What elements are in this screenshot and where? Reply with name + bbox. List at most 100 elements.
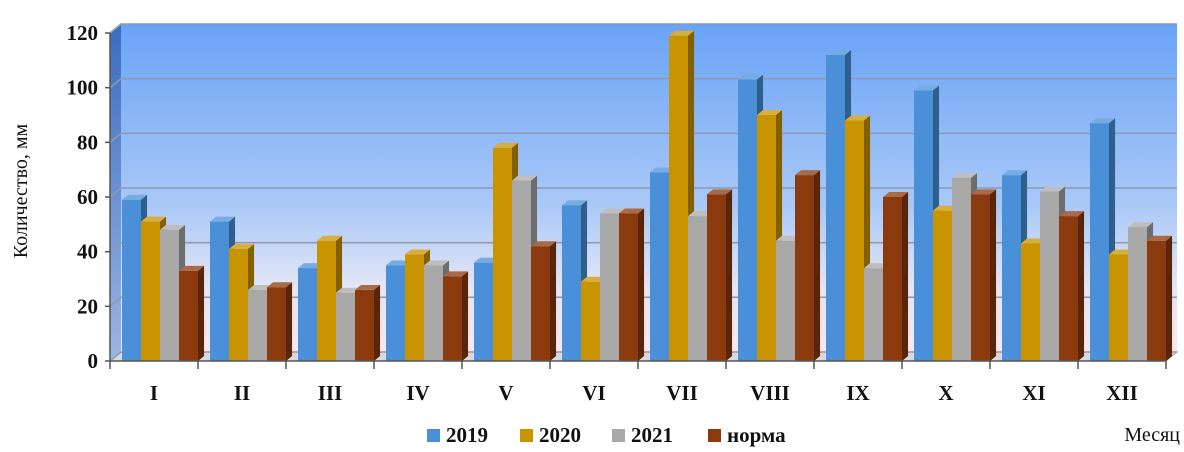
axes [105,32,1167,369]
bar-top [795,170,821,176]
legend-swatch [427,429,440,442]
bar-top [1128,222,1154,228]
gridlines [109,23,1177,362]
bar-front [317,240,336,361]
bar-front [443,276,462,361]
legend-label: 2021 [631,423,673,447]
bar-top [864,263,890,269]
bar [883,192,909,361]
bar-front [738,79,757,361]
bar-front [562,205,581,361]
bar-top [229,243,255,249]
bar-front [355,289,374,361]
bar [971,189,997,361]
y-tick-label: 120 [67,21,99,45]
gridline [109,23,1177,34]
bar-top [914,85,940,91]
bar-top [600,208,626,214]
bar-front [267,287,286,361]
bar-front [971,194,990,361]
legend-item: 2021 [612,423,673,447]
bar-front [688,216,707,361]
bar-side [1078,211,1085,361]
bar [355,284,381,361]
bar-front [707,194,726,361]
bar-front [845,120,864,361]
bar-front [248,289,267,361]
bar-front [600,213,619,361]
gridline [109,296,1177,307]
bar-top [298,263,324,269]
gridline [109,132,1177,143]
bar-front [795,175,814,361]
legend-item: 2019 [427,423,488,447]
bar-front [619,213,638,361]
bar-front [424,265,443,361]
bar-front [336,292,355,361]
y-tick-label: 60 [77,185,98,209]
bar-top [883,192,909,197]
bar-top [405,249,431,255]
gridline [109,187,1177,198]
x-axis-title: Месяц [1124,424,1180,446]
bar-front [1040,191,1059,361]
gridline [109,77,1177,89]
bar-top [512,175,538,181]
bar-top [443,271,469,277]
bar-side [814,170,821,361]
bar-top [826,49,852,55]
bar-top [707,189,733,195]
bar-side [374,284,381,361]
y-axis-title: Количество, мм [10,123,32,258]
bar-front [864,268,883,361]
bar [795,170,821,361]
bar-top [317,235,343,241]
bar-front [776,240,795,361]
bar-top [1040,186,1066,192]
y-tick-labels: 0 20 40 60 80 100 120 [67,21,99,373]
bar-side [1166,235,1173,361]
bar-top [562,200,588,206]
legend-swatch [708,429,721,442]
bar-side [550,241,557,361]
x-tick-label: IX [846,381,869,405]
bar-front [493,147,512,361]
y-tick-label: 40 [77,240,98,264]
bar-top [386,260,412,266]
bar-top [210,216,236,222]
bar [531,241,557,361]
bar-top [845,115,871,121]
bar-front [1021,243,1040,361]
bar-top [1109,249,1135,255]
bar [179,265,205,361]
bar-front [952,177,971,361]
bar-side [198,265,205,361]
bar-front [669,35,688,361]
bar-top [160,224,186,230]
bar-front [826,54,845,361]
bar-front [386,265,405,361]
x-tick-label: IV [406,381,429,405]
bar-front [1109,254,1128,361]
y-tick-label: 80 [77,130,98,154]
bar-side [286,282,293,361]
x-tick-labels: I II III IV V VI VII VIII IX X XI XII [150,381,1138,405]
bar [707,189,733,361]
bar-top [267,282,293,288]
bar [267,282,293,361]
bar-top [669,30,695,36]
bar-top [776,235,802,241]
bar-front [405,254,424,361]
bar-front [650,172,669,361]
bar-front [1002,175,1021,361]
bar-top [933,205,959,211]
x-tick-label: II [234,381,250,405]
bar-front [1090,123,1109,361]
bar-side [902,192,909,361]
x-tick-label: VIII [750,381,790,405]
bar-front [179,270,198,361]
legend-item: 2020 [520,423,581,447]
legend: 2019 2020 2021 норма [427,423,786,447]
legend-swatch [520,429,533,442]
